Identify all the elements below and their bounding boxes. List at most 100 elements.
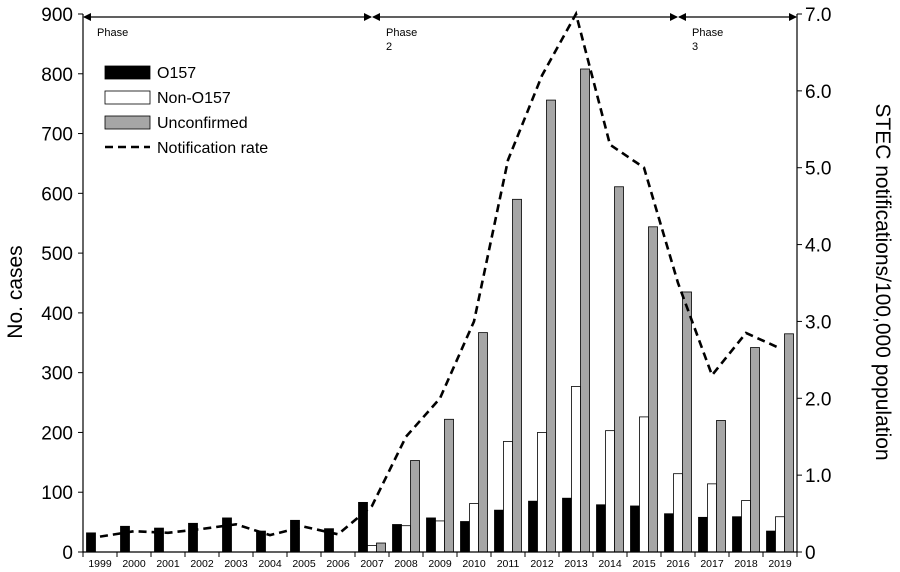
bar-non-o157-2014 [605,430,615,553]
bar-unconfirmed-2019 [784,333,794,553]
phase-2-label-number: 2 [386,41,392,53]
y-tick-label-800: 800 [41,65,73,86]
bar-unconfirmed-2013 [580,68,590,553]
phase-3-label-number: 3 [692,41,698,53]
bar-o157-2004 [256,530,266,553]
bar-o157-2018 [732,516,742,553]
phase-1-arrow-end [364,13,372,21]
phase-3: Phase 3 [678,13,797,53]
x-tick-label-2018: 2018 [734,558,758,570]
legend-swatch-non-o157 [104,90,151,105]
y-tick-label-100: 100 [41,483,73,504]
x-tick-label-2003: 2003 [224,558,248,570]
notification-rate-line [99,10,781,538]
bar-o157-2010 [460,521,470,553]
x-tick-label-2005: 2005 [292,558,316,570]
phase-3-label: Phase [692,27,723,39]
y2-tick-label-7.0: 7.0 [805,5,831,26]
bar-o157-2002 [188,522,198,553]
x-tick-label-2007: 2007 [360,558,384,570]
x-tick-label-2016: 2016 [666,558,690,570]
y-tick-label-500: 500 [41,244,73,265]
x-tick-label-2019: 2019 [768,558,792,570]
x-tick-label-2012: 2012 [530,558,554,570]
y2-tick-label-1.0: 1.0 [805,466,831,487]
legend-label-o157: O157 [157,65,196,82]
phase-2-label: Phase [386,27,417,39]
x-tick-label-2000: 2000 [122,558,146,570]
phase-2: Phase 2 [372,13,678,53]
x-tick-label-2004: 2004 [258,558,282,570]
phase-3-arrow-end [789,13,797,21]
bar-unconfirmed-2009 [444,418,454,553]
bar-non-o157-2016 [673,473,683,553]
bar-unconfirmed-2010 [478,332,488,553]
bar-o157-2011 [494,509,504,553]
notification-rate-polyline [99,10,781,538]
x-tick-label-2006: 2006 [326,558,350,570]
bar-o157-1999 [86,532,96,553]
y2-tick-label-2.0: 2.0 [805,389,831,410]
phase-annotations: Phase Phase 2 Phase 3 [83,13,797,53]
bar-o157-2012 [528,500,538,553]
bar-o157-2017 [698,516,708,553]
y-tick-label-0: 0 [62,543,73,564]
bar-o157-2008 [392,524,402,553]
bar-o157-2016 [664,513,674,553]
bar-unconfirmed-2011 [512,198,522,553]
bar-unconfirmed-2015 [648,226,658,553]
y-axis-title: No. cases [4,245,27,338]
bar-unconfirmed-2007 [376,542,386,553]
bar-o157-2015 [630,505,640,553]
bar-o157-2005 [290,519,300,553]
x-tick-label-2008: 2008 [394,558,418,570]
legend-swatch-unconfirmed [104,115,151,130]
y2-tick-label-0: 0 [805,543,816,564]
bar-non-o157-2012 [537,432,547,553]
bar-o157-2009 [426,517,436,553]
y-tick-label-300: 300 [41,364,73,385]
phase-1: Phase [83,13,372,39]
legend-swatch-o157 [104,65,151,80]
bar-o157-2014 [596,504,606,553]
bar-non-o157-2010 [469,503,479,553]
y2-tick-label-3.0: 3.0 [805,312,831,333]
y2-tick-label-5.0: 5.0 [805,159,831,180]
phase-1-label: Phase [97,27,128,39]
y-tick-label-400: 400 [41,304,73,325]
bar-unconfirmed-2017 [716,420,726,553]
x-tick-label-2013: 2013 [564,558,588,570]
bar-unconfirmed-2008 [410,460,420,553]
bar-unconfirmed-2014 [614,186,624,553]
bar-o157-2000 [120,525,130,553]
bar-non-o157-2013 [571,386,581,553]
bar-non-o157-2015 [639,416,649,553]
y-tick-label-200: 200 [41,423,73,444]
phase-3-arrow-start [678,13,686,21]
y-tick-label-700: 700 [41,125,73,146]
x-tick-label-2002: 2002 [190,558,214,570]
bar-non-o157-2017 [707,483,717,553]
bar-non-o157-2008 [401,525,411,553]
bar-unconfirmed-2012 [546,99,556,553]
x-tick-label-1999: 1999 [88,558,112,570]
bar-unconfirmed-2018 [750,347,760,553]
x-tick-label-2014: 2014 [598,558,622,570]
y-tick-label-900: 900 [41,5,73,26]
bar-non-o157-2018 [741,500,751,553]
y2-axis-title: STEC notifications/100,000 population [871,103,894,460]
x-tick-label-2001: 2001 [156,558,180,570]
y-tick-label-600: 600 [41,184,73,205]
bar-o157-2019 [766,530,776,553]
y2-tick-label-4.0: 4.0 [805,236,831,257]
phase-1-arrow-start [83,13,91,21]
bar-non-o157-2009 [435,520,445,553]
x-tick-label-2009: 2009 [428,558,452,570]
bar-o157-2013 [562,497,572,553]
bar-non-o157-2019 [775,516,785,553]
axes: 0 100 200 300 400 500 600 700 800 900 0 1.0 2.0 3.0 4.… [41,5,831,570]
phase-2-arrow-end [670,13,678,21]
phase-2-arrow-start [372,13,380,21]
bar-non-o157-2007 [367,545,377,553]
